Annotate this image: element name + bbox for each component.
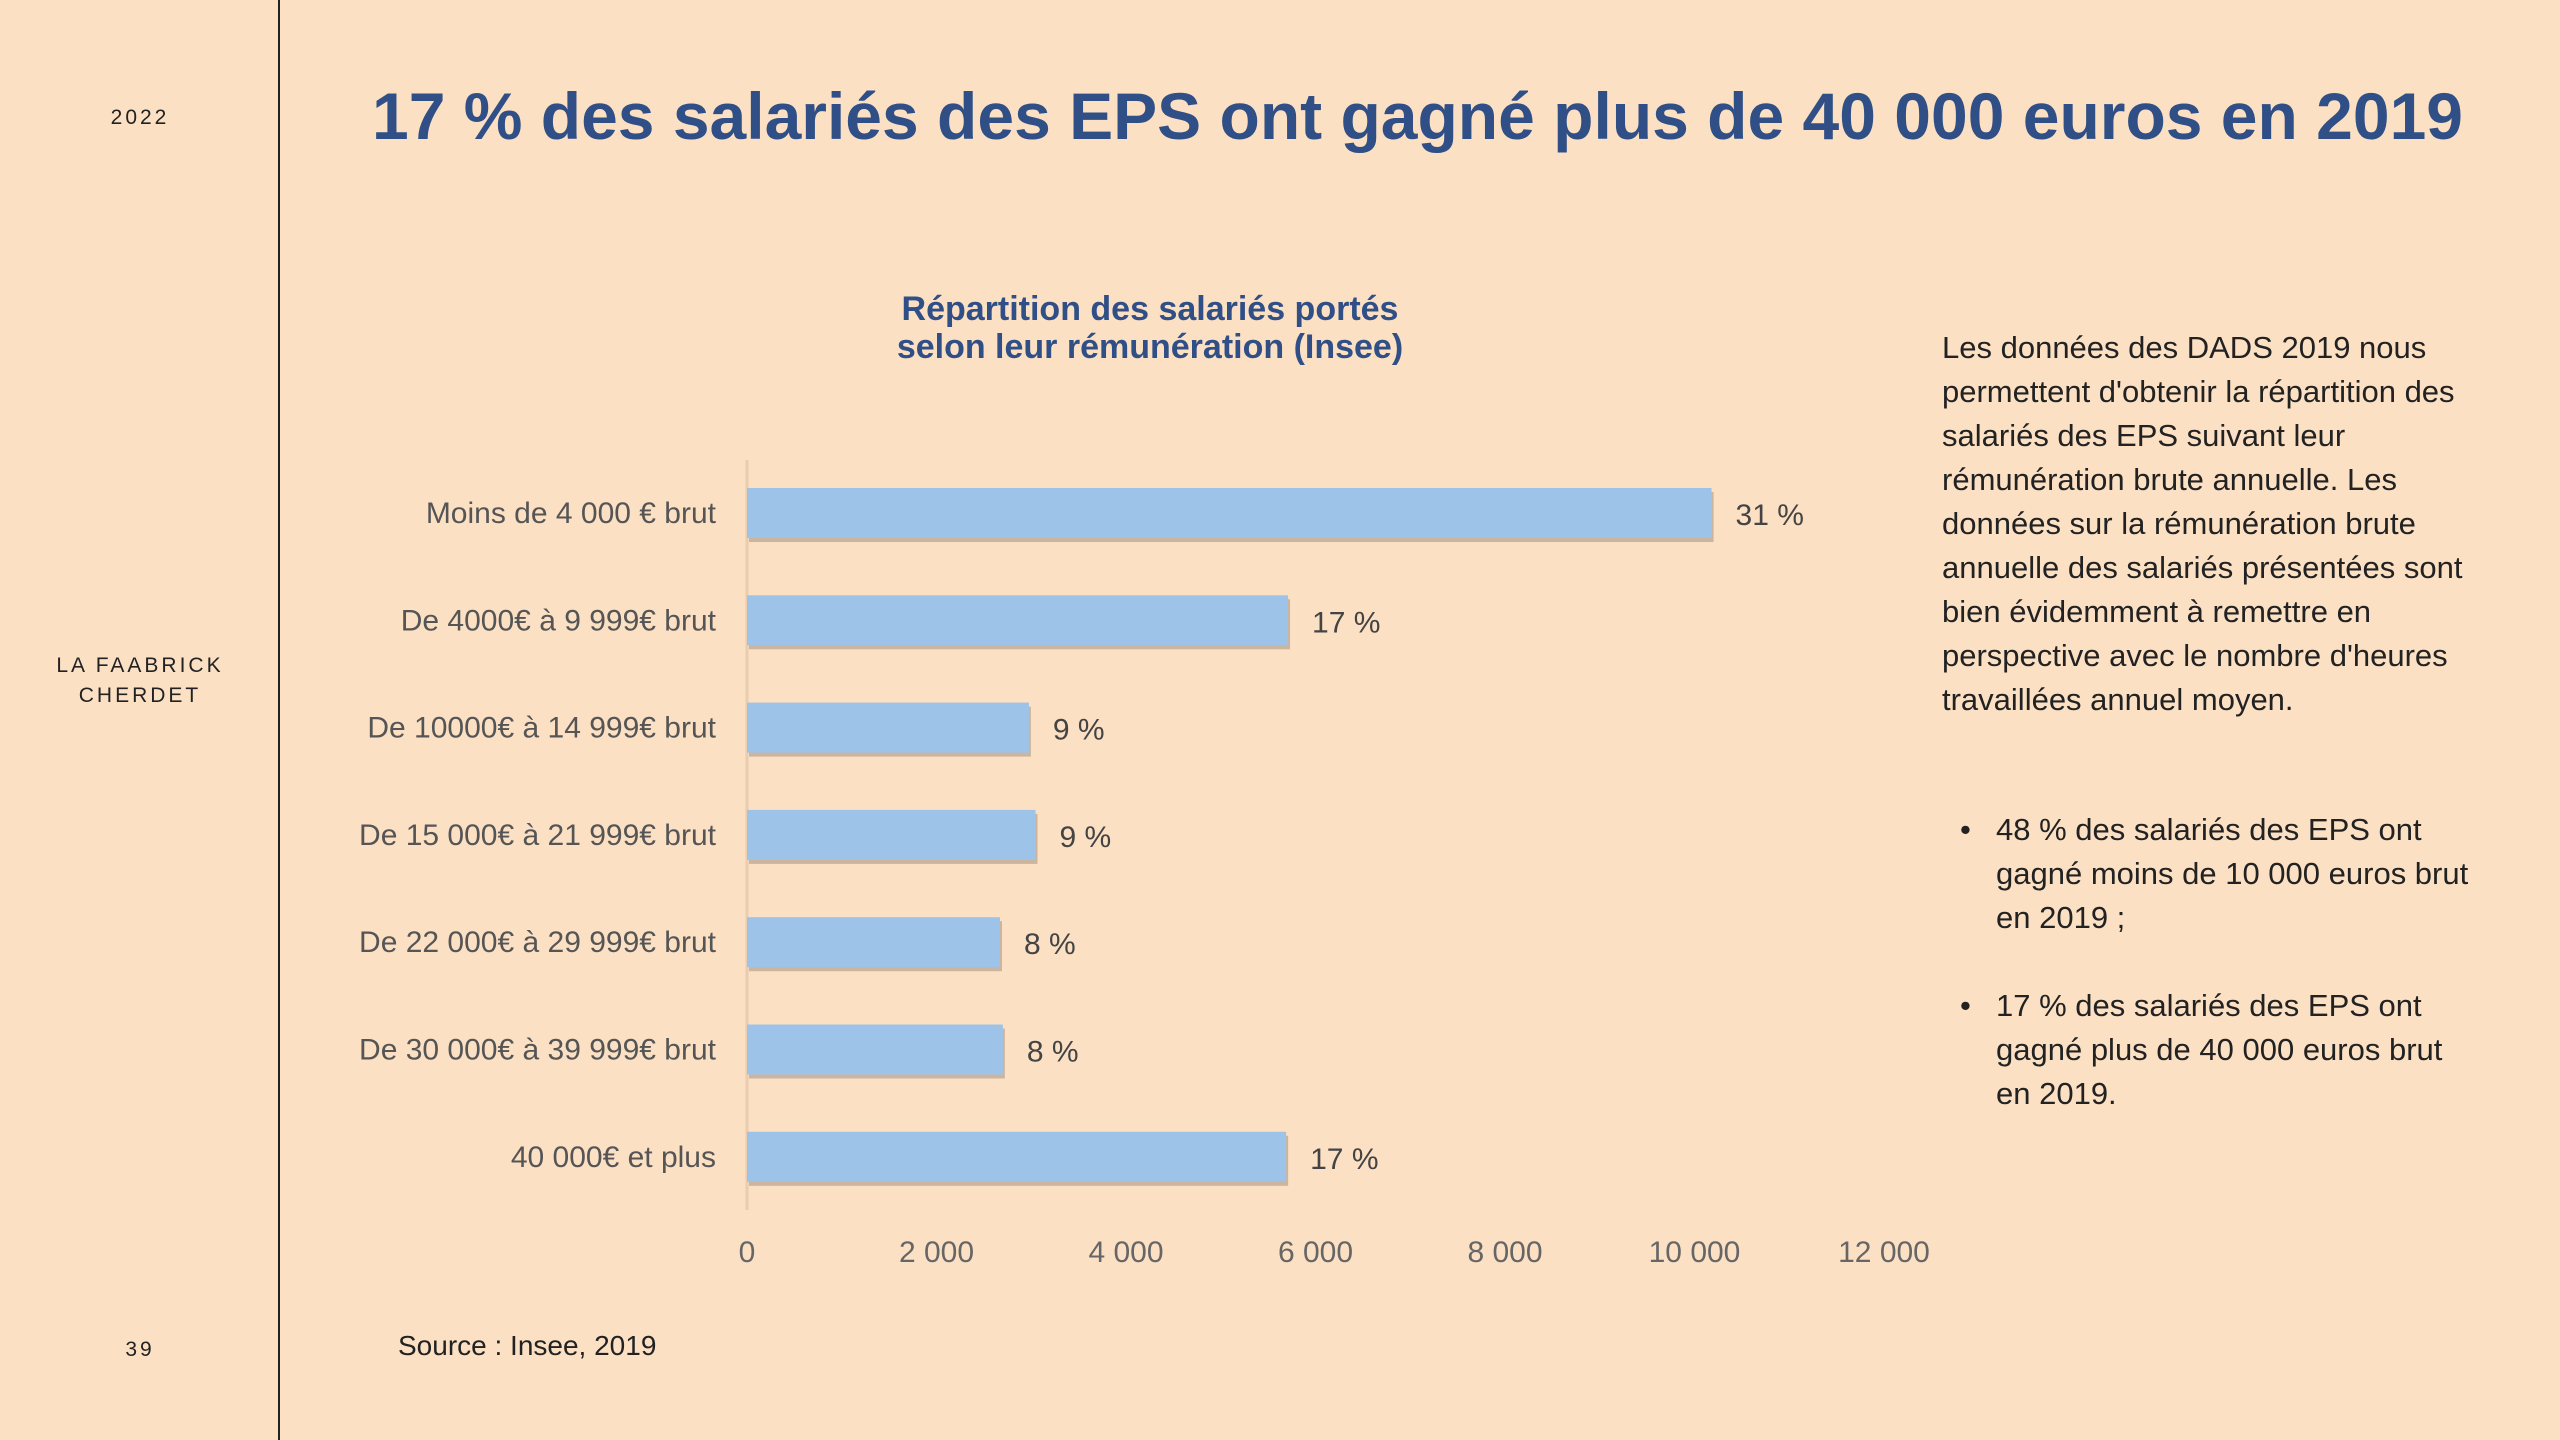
year: 2022 [110, 106, 170, 129]
category-label: De 10000€ à 14 999€ brut [367, 712, 716, 745]
x-tick-label: 2 000 [899, 1236, 974, 1269]
bar [747, 809, 1036, 860]
category-label: Moins de 4 000 € brut [426, 497, 717, 530]
x-tick-label: 6 000 [1278, 1236, 1353, 1269]
x-tick-label: 0 [739, 1236, 756, 1269]
bar [747, 1131, 1287, 1182]
bullet-list: 48 % des salariés des EPS ont gagné moin… [1960, 808, 2480, 1160]
x-tick-label: 8 000 [1467, 1236, 1542, 1269]
data-label: 31 % [1736, 499, 1804, 532]
brand-line1: LA FAABRICK [56, 654, 224, 677]
bullet-item: 48 % des salariés des EPS ont gagné moin… [1960, 808, 2480, 940]
category-label: 40 000€ et plus [511, 1141, 716, 1174]
bar [747, 917, 1000, 968]
sidebar: 2022 LA FAABRICK CHERDET 39 [0, 0, 280, 1440]
description: Les données des DADS 2019 nous permetten… [1942, 330, 2463, 717]
chart-title-line1: Répartition des salariés portés [901, 290, 1399, 328]
bar [747, 595, 1289, 646]
data-label: 17 % [1312, 606, 1380, 639]
data-label: 17 % [1310, 1143, 1378, 1176]
data-label: 8 % [1027, 1036, 1079, 1069]
page-title: 17 % des salariés des EPS ont gagné plus… [372, 79, 2463, 153]
category-label: De 4000€ à 9 999€ brut [401, 604, 717, 637]
page-number: 39 [125, 1338, 155, 1361]
data-label: 9 % [1053, 714, 1105, 747]
source-note: Source : Insee, 2019 [398, 1330, 657, 1361]
x-tick-label: 4 000 [1088, 1236, 1163, 1269]
bar [747, 488, 1712, 538]
x-tick-label: 12 000 [1838, 1236, 1930, 1269]
data-label: 8 % [1024, 928, 1076, 961]
bar [747, 1024, 1003, 1075]
chart-title-line2: selon leur rémunération (Insee) [896, 328, 1404, 366]
category-label: De 30 000€ à 39 999€ brut [359, 1034, 717, 1067]
category-label: De 15 000€ à 21 999€ brut [359, 819, 717, 852]
x-tick-label: 10 000 [1649, 1236, 1741, 1269]
data-label: 9 % [1060, 821, 1112, 854]
category-label: De 22 000€ à 29 999€ brut [359, 926, 717, 959]
bullet-item: 17 % des salariés des EPS ont gagné plus… [1960, 984, 2480, 1116]
chart-title: Répartition des salariés portés selon le… [800, 290, 1500, 366]
bar [747, 702, 1029, 753]
brand-line2: CHERDET [78, 684, 202, 707]
